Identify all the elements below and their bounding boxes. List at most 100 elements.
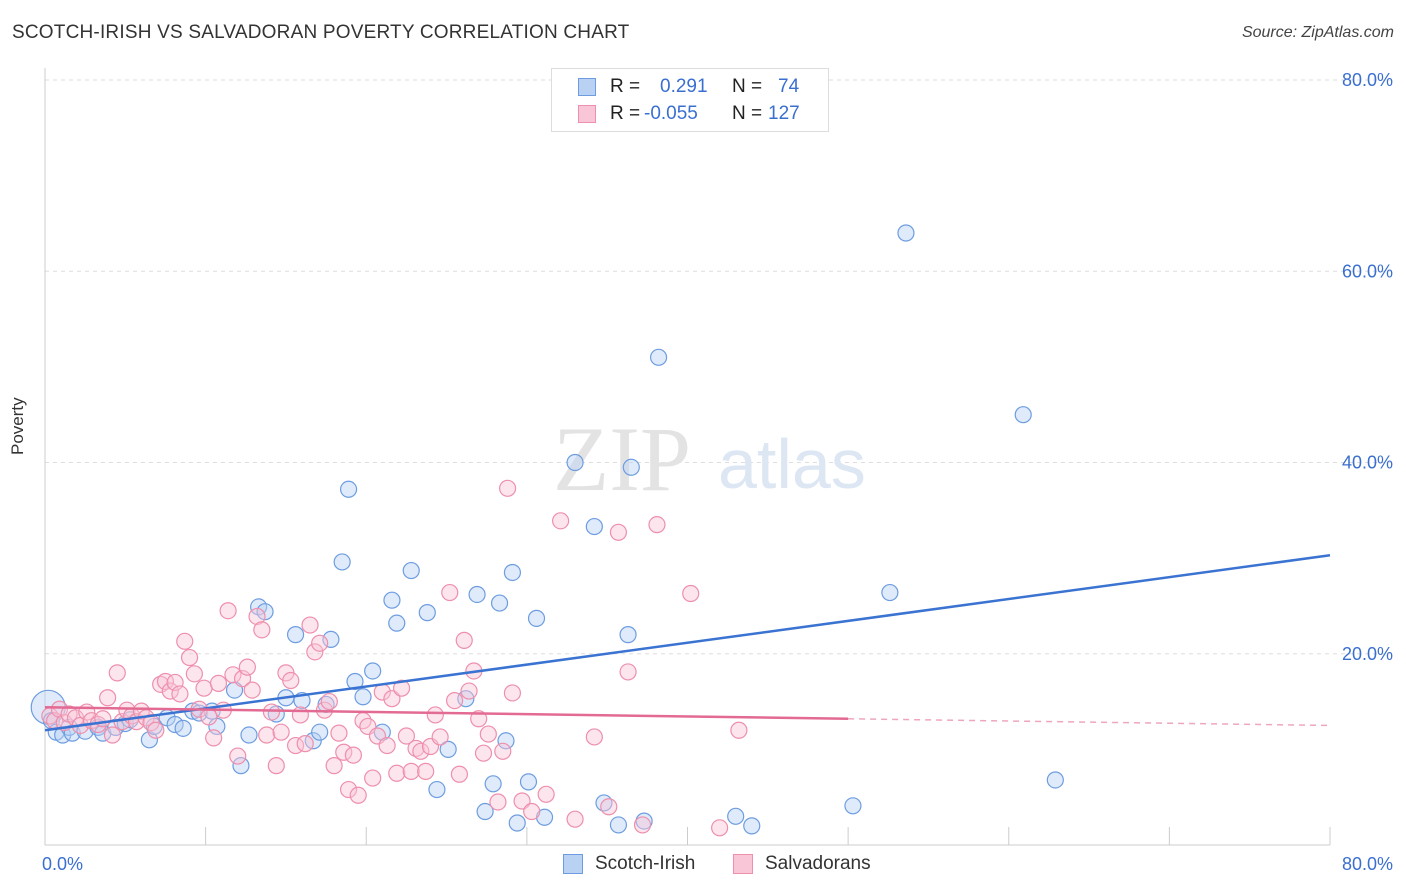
legend-label-scotch-irish: Scotch-Irish [595,853,696,874]
legend-label-salvadorans: Salvadorans [765,853,871,874]
salvadoran-point [253,621,271,639]
scotch-irish-point [566,453,584,472]
scotch-irish-point [609,816,628,834]
trend-line-scotch-irish [44,554,1331,732]
salvadoran-point [325,757,343,775]
chart-title: SCOTCH-IRISH VS SALVADORAN POVERTY CORRE… [12,22,630,43]
scotch-irish-point [402,561,420,580]
salvadoran-point [383,690,401,708]
salvadoran-point [455,631,473,649]
salvadoran-point [219,602,237,620]
tick-labels: 20.0% 40.0% 60.0% 80.0% 0.0% 80.0% [42,70,1393,874]
scotch-irish-point [364,662,382,680]
scotch-irish-point [1014,406,1032,424]
salvadoran-point [296,735,314,753]
salvadoran-point [306,643,324,661]
scotch-irish-point [388,614,406,632]
watermark-atlas: atlas [718,425,866,503]
salvadoran-point [103,726,122,744]
scotch-irish-point [286,626,305,644]
scotch-irish-point [622,458,640,476]
salvadoran-point [600,798,618,816]
salvadoran-point [152,675,170,693]
scotch-irish-point [490,594,509,612]
salvadoran-point [272,723,290,741]
salvadoran-point [99,689,117,707]
salvadoran-point [161,682,179,700]
n-value-scotch-irish: 74 [778,76,800,97]
scotch-irish-point [240,726,258,744]
salvadoran-point [412,742,430,760]
stats-row-scotch-irish: R = 0.291 N = 74 [552,74,828,100]
salvadoran-point [431,728,449,746]
salvadoran-point [229,747,247,765]
salvadoran-point [523,802,541,821]
r-value-scotch-irish: 0.291 [660,76,708,97]
legend-item-salvadorans[interactable]: Salvadorans [733,850,893,878]
salvadoran-point [460,682,478,700]
scotch-irish-point [1046,771,1064,789]
salvadoran-point [195,679,213,697]
scotch-irish-point [743,817,761,835]
scotch-irish-point [439,740,457,758]
scotch-irish-point [468,585,486,604]
salvadoran-point [402,762,420,780]
scotch-irish-point [727,807,745,825]
scotch-irish-point [527,609,546,627]
scotch-irish-point [174,719,192,737]
salvadoran-point [417,762,435,780]
salvadoran-point [205,729,223,747]
y-tick-label: 80.0% [1342,70,1393,90]
scotch-irish-point [844,797,862,815]
salvadoran-point [180,648,199,667]
y-tick-label: 40.0% [1342,453,1393,473]
salvadoran-point [499,479,517,497]
salvadoran-point [147,721,165,739]
salvadoran-point [301,616,319,634]
salvadoran-point [349,786,367,804]
salvadoran-point [503,684,522,702]
salvadoran-point [552,512,570,530]
salvadoran-point [682,584,700,603]
salvadoran-point [494,742,512,760]
scotch-irish-point [354,688,372,706]
stats-swatch-scotch-irish [578,78,596,96]
watermark-zip: ZIP [553,408,691,510]
salvadoran-point [291,706,309,724]
salvadoran-point [282,671,300,690]
source-label: Source: ZipAtlas.com [1241,24,1394,41]
salvadoran-point [619,663,637,681]
n-value-salvadorans: 127 [768,103,800,124]
x-tick-label: 80.0% [1342,854,1393,874]
salvadoran-point [479,725,497,743]
gridlines [45,79,1392,655]
salvadoran-point [185,665,203,683]
scotch-irish-point [519,773,538,791]
salvadoran-point [262,703,281,721]
salvadoran-point [258,726,276,744]
scotch-irish-point [232,757,250,775]
salvadoran-point [397,727,416,745]
salvadoran-point [108,664,126,682]
salvadoran-point [489,793,507,811]
salvadoran-point [450,765,469,783]
salvadoran-point [243,681,261,699]
salvadoran-point [224,666,242,684]
scotch-irish-point [383,591,401,609]
scotch-irish-point [140,731,159,749]
scotch-irish-point [649,348,668,366]
salvadoran-point [566,810,584,828]
legend-item-scotch-irish[interactable]: Scotch-Irish [563,850,723,878]
salvadoran-point [339,780,358,799]
salvadoran-point [364,769,382,787]
scotch-irish-point [428,780,446,799]
salvadoran-point [445,692,464,710]
salvadoran-point [730,721,748,739]
r-value-salvadorans: -0.055 [644,103,698,124]
salvadoran-point [320,692,338,711]
scotch-irish-point [311,723,329,741]
watermark: ZIP atlas [553,408,866,510]
y-tick-label: 60.0% [1342,261,1393,281]
salvadoran-point [200,708,218,726]
trend-line-salvadorans-extension [848,718,1331,727]
